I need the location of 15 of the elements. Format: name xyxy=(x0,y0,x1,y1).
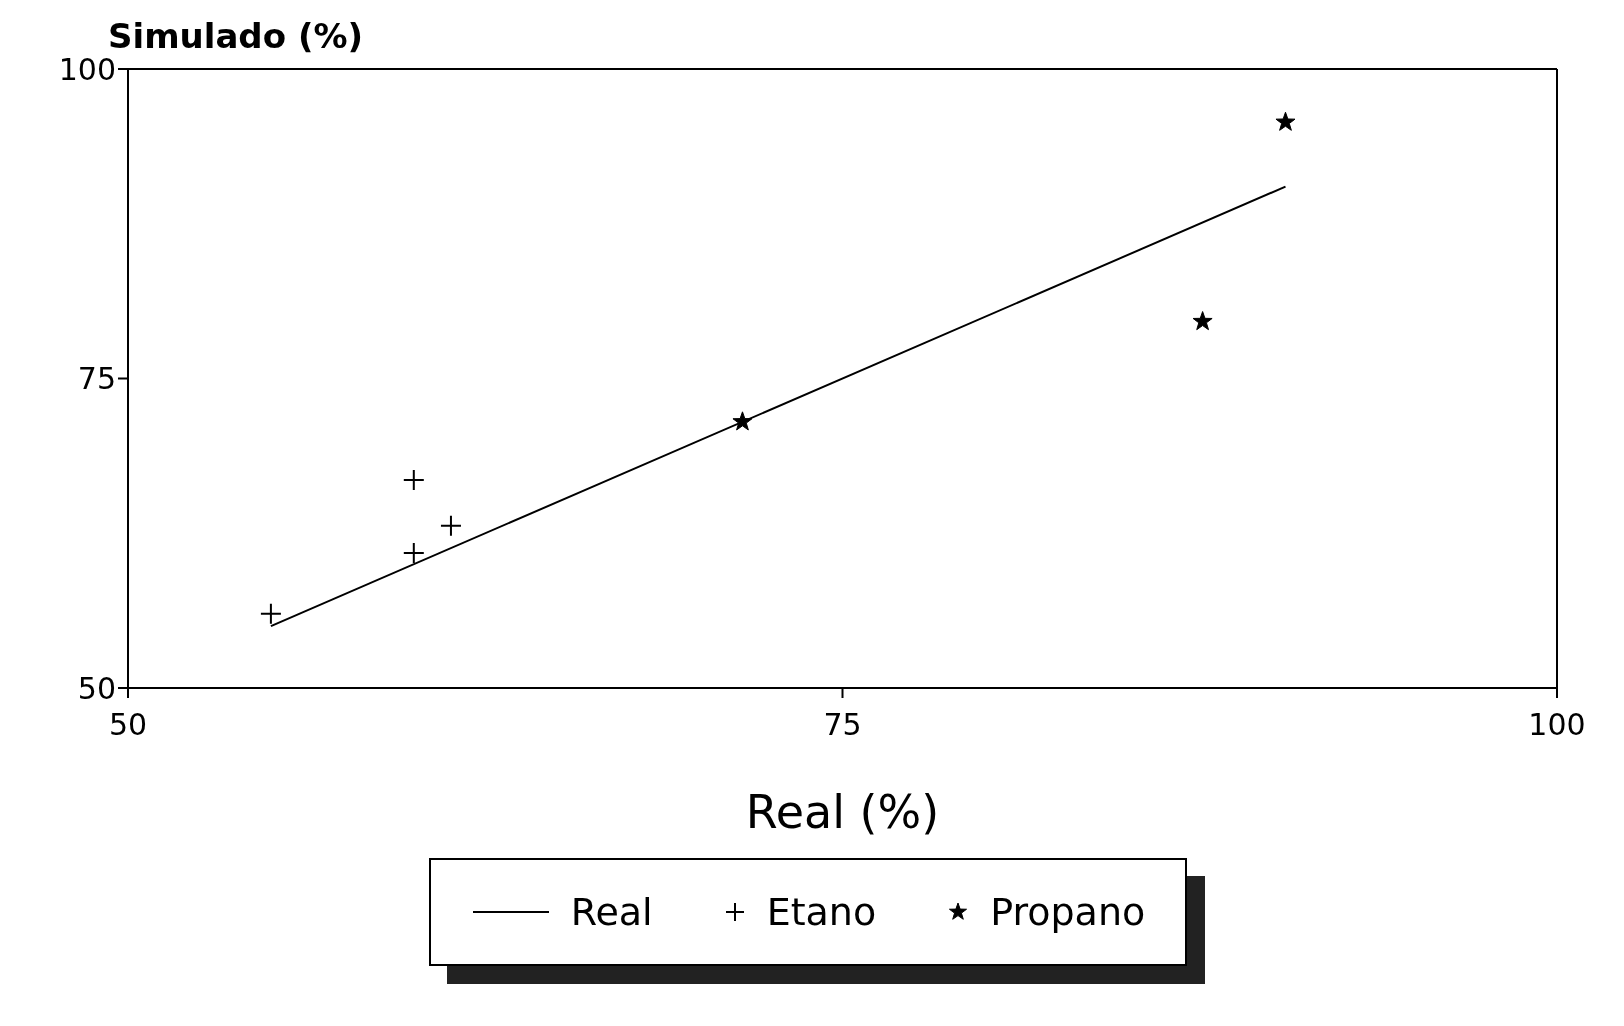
legend-label: Real xyxy=(570,890,653,934)
point xyxy=(439,514,462,537)
point xyxy=(1275,111,1296,131)
legend-label: Etano xyxy=(766,890,877,934)
point xyxy=(1192,311,1213,331)
legend-label: Propano xyxy=(990,890,1146,934)
x-tick-label: 50 xyxy=(108,707,148,743)
point xyxy=(402,469,425,492)
y-tick-label: 50 xyxy=(77,670,116,706)
x-tick-label: 100 xyxy=(1528,707,1586,743)
x-tick-label: 75 xyxy=(823,707,862,743)
point xyxy=(732,411,753,431)
point xyxy=(402,542,425,565)
x-axis-title: Real (%) xyxy=(745,785,940,839)
y-tick-label: 75 xyxy=(77,361,116,397)
